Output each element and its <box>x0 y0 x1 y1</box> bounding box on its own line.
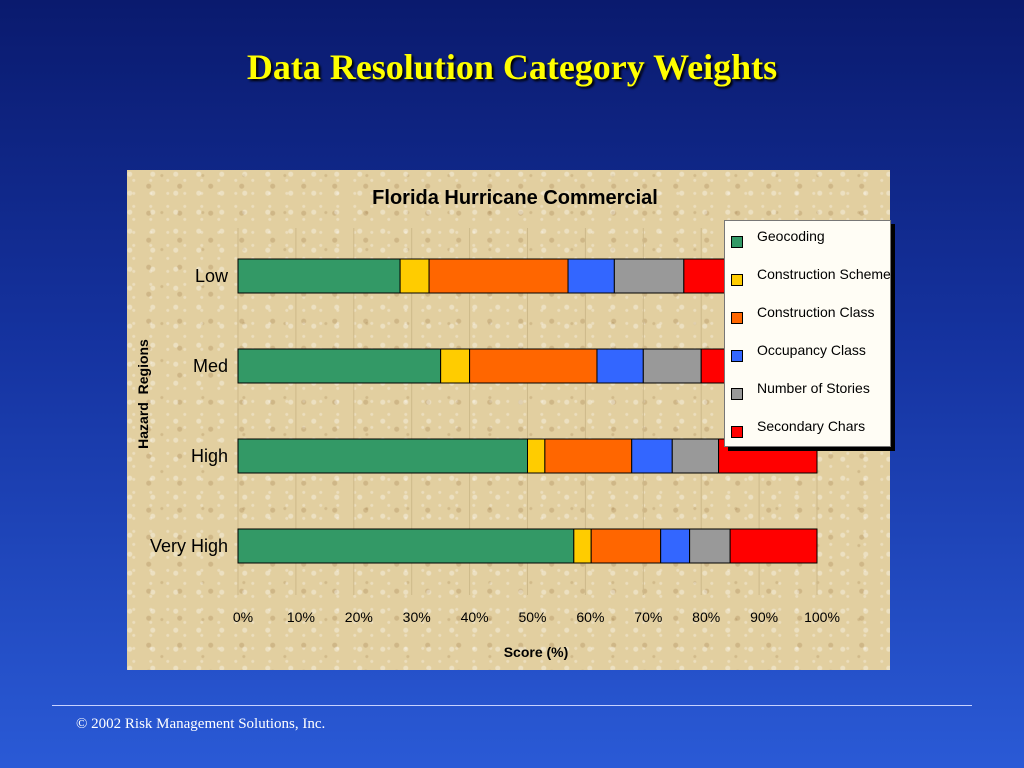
legend-label: Geocoding <box>757 228 825 244</box>
chart-panel: Florida Hurricane Commercial Low Med High V… <box>127 170 891 670</box>
category-label: Low <box>195 266 229 286</box>
slide-title: Data Resolution Category Weights <box>246 47 778 87</box>
bar-segment <box>660 528 691 564</box>
x-tick-labels: 0% 10% 20% 30% 40% 50% 60% 70% 80% 90% 100% <box>233 609 840 625</box>
legend-label: Construction Class <box>757 304 875 320</box>
bar-segment <box>527 438 546 474</box>
x-tick-label: 30% <box>403 609 431 625</box>
legend-label: Construction Scheme <box>757 266 891 282</box>
bar-segment <box>237 438 528 474</box>
bar-segment <box>440 348 471 384</box>
x-tick-label: 70% <box>634 609 662 625</box>
bar-segment <box>613 258 685 294</box>
x-tick-label: 80% <box>692 609 720 625</box>
legend-swatch <box>731 274 743 286</box>
legend-label: Secondary Chars <box>757 418 866 434</box>
bar-segment <box>590 528 662 564</box>
legend-swatch <box>731 426 743 438</box>
legend-swatch <box>731 236 743 248</box>
bar-segment <box>631 438 673 474</box>
y-axis-title: Hazard Regions <box>135 339 151 449</box>
bars <box>237 258 818 564</box>
x-tick-label: 20% <box>345 609 373 625</box>
bar-segment <box>596 348 644 384</box>
stacked-bar-chart: Florida Hurricane Commercial Low Med High V… <box>135 187 840 660</box>
bar-segment <box>573 528 592 564</box>
legend-swatch <box>731 388 743 400</box>
bar-segment <box>689 528 731 564</box>
bar-segment <box>237 528 575 564</box>
category-labels: Low Med High Very High <box>150 266 229 556</box>
x-tick-label: 90% <box>750 609 778 625</box>
category-label: Very High <box>150 536 228 556</box>
legend-label: Number of Stories <box>757 380 870 396</box>
chart-title: Florida Hurricane Commercial <box>372 187 658 209</box>
x-tick-label: 40% <box>461 609 489 625</box>
copyright-footer: © 2002 Risk Management Solutions, Inc. <box>76 716 326 732</box>
legend-label: Occupancy Class <box>757 342 866 358</box>
x-axis-title: Score (%) <box>504 644 569 660</box>
bar-segment <box>469 348 598 384</box>
legend-swatch <box>731 312 743 324</box>
category-label: Med <box>193 356 228 376</box>
x-tick-label: 10% <box>287 609 315 625</box>
category-label: High <box>191 446 228 466</box>
bar-segment <box>237 348 442 384</box>
x-tick-label: 60% <box>576 609 604 625</box>
chart-legend: Geocoding Construction Scheme Construction… <box>724 220 891 447</box>
legend-swatch <box>731 350 743 362</box>
x-tick-label: 100% <box>804 609 840 625</box>
bar-segment <box>544 438 633 474</box>
bar-segment <box>237 258 401 294</box>
x-tick-label: 50% <box>518 609 546 625</box>
bar-segment <box>567 258 615 294</box>
bar-segment <box>729 528 818 564</box>
bar-segment <box>399 258 430 294</box>
bar-segment <box>671 438 720 474</box>
footer-divider <box>52 705 972 706</box>
x-tick-label: 0% <box>233 609 253 625</box>
bar-segment <box>428 258 569 294</box>
bar-segment <box>642 348 702 384</box>
